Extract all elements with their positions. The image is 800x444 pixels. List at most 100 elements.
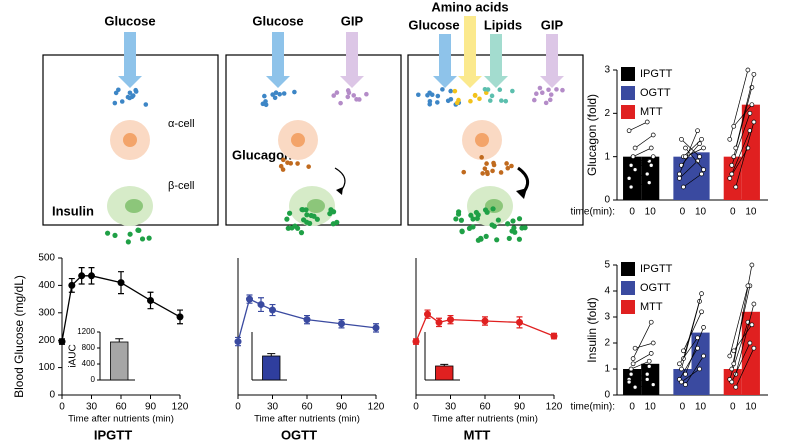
- x-axis-label: time(min):: [571, 207, 615, 218]
- subject-point: [632, 345, 638, 351]
- x-tick-label: 30: [445, 402, 457, 413]
- input-arrow: [266, 32, 290, 88]
- x-tick-label: 90: [514, 402, 526, 413]
- x-tick-label: 120: [172, 402, 189, 413]
- molecule: [440, 87, 445, 92]
- subject-point: [679, 366, 684, 372]
- input-arrow: [118, 32, 142, 88]
- molecule: [472, 93, 478, 98]
- pair-line: [635, 342, 654, 349]
- subject-point: [644, 119, 650, 125]
- subject-point: [628, 366, 634, 372]
- molecule: [505, 165, 511, 171]
- molecule: [314, 216, 320, 222]
- legend-label: MTT: [640, 301, 663, 313]
- molecule: [522, 225, 528, 231]
- molecule: [453, 216, 459, 222]
- x-tick-label: 0: [680, 402, 686, 413]
- subject-point: [731, 123, 737, 129]
- subject-point: [727, 175, 733, 181]
- y-tick-label: 300: [38, 307, 55, 318]
- molecule: [452, 88, 458, 94]
- legend-label: OGTT: [640, 282, 671, 294]
- bar: [741, 104, 760, 200]
- subject-point: [677, 171, 682, 177]
- molecule: [136, 227, 142, 233]
- subject-point: [626, 379, 632, 385]
- pair-line: [735, 121, 755, 188]
- x-tick-label: 60: [115, 402, 127, 413]
- input-arrow: [458, 16, 482, 88]
- molecule: [505, 221, 511, 227]
- subject-point: [751, 119, 757, 125]
- subject-point: [650, 154, 656, 160]
- pair-line: [729, 285, 749, 357]
- pair-line: [629, 373, 648, 380]
- molecule: [281, 91, 287, 96]
- x-tick-label: 0: [629, 207, 635, 218]
- pair-line: [629, 173, 648, 179]
- pair-line: [681, 368, 700, 383]
- pair-line: [685, 147, 704, 157]
- x-tick-label: 60: [301, 402, 313, 413]
- y-tick-label: 0: [91, 375, 96, 384]
- subject-point: [747, 110, 753, 116]
- subject-point: [626, 128, 632, 134]
- pair-line: [634, 156, 654, 170]
- subject-point: [699, 291, 704, 296]
- molecule: [448, 88, 453, 94]
- subject-point: [630, 154, 636, 160]
- y-tick-label: 4: [604, 286, 610, 297]
- label: β-cell: [168, 180, 195, 192]
- subject-point: [628, 162, 634, 168]
- molecule: [289, 225, 295, 231]
- molecule: [112, 232, 118, 238]
- molecule: [510, 218, 516, 224]
- molecule: [474, 215, 480, 222]
- x-tick-label: 60: [479, 402, 491, 413]
- subject-point: [747, 340, 753, 346]
- label: Insulin: [52, 203, 94, 218]
- diagram: Glucose Glucose GIP Amino acids Glucose …: [42, 0, 584, 245]
- x-tick-label: 30: [267, 402, 279, 413]
- molecule: [328, 207, 334, 213]
- subject-point: [646, 364, 652, 369]
- molecule: [484, 161, 489, 166]
- subject-point: [683, 371, 688, 377]
- molecule: [311, 213, 317, 219]
- subject-point: [731, 154, 737, 160]
- molecule: [470, 224, 476, 230]
- molecule: [306, 164, 311, 169]
- legend-swatch: [621, 86, 635, 100]
- molecule: [511, 225, 517, 231]
- subject-point: [731, 348, 737, 354]
- molecule: [546, 87, 551, 93]
- subject-point: [648, 162, 654, 168]
- molecule: [484, 209, 490, 215]
- pair-line: [630, 360, 650, 370]
- legend-swatch: [621, 105, 635, 119]
- subject-point: [699, 309, 704, 315]
- bar: [110, 341, 129, 381]
- pair-line: [629, 379, 648, 383]
- subject-point: [646, 358, 652, 364]
- pair-line: [683, 311, 702, 351]
- molecule: [489, 93, 495, 99]
- subject-point: [727, 353, 733, 359]
- arrow-head: [516, 188, 527, 199]
- y-tick-label: 1: [604, 151, 610, 162]
- x-tick-label: 0: [730, 402, 736, 413]
- molecule: [292, 89, 297, 95]
- subject-point: [749, 262, 755, 268]
- molecule: [548, 92, 554, 97]
- molecule: [490, 168, 495, 174]
- molecule: [127, 90, 133, 96]
- point: [234, 338, 242, 346]
- molecule: [461, 169, 467, 175]
- pair-line: [735, 303, 755, 375]
- pair-line: [683, 173, 702, 188]
- point: [88, 272, 95, 280]
- molecule: [477, 96, 482, 102]
- pair-line: [679, 160, 698, 179]
